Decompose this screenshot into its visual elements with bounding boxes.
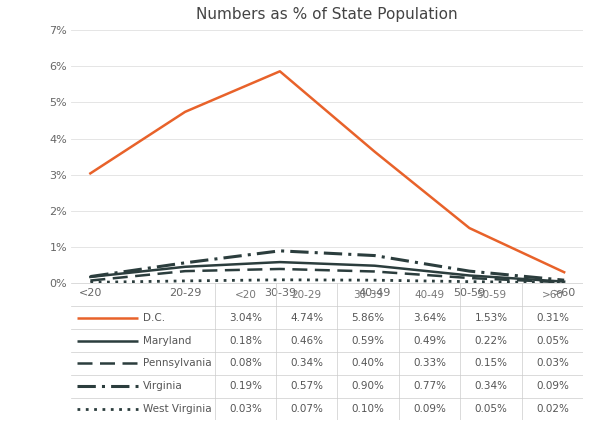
Text: 0.34%: 0.34% (474, 381, 508, 391)
Text: Pennsylvania: Pennsylvania (143, 358, 212, 369)
Text: 5.86%: 5.86% (352, 313, 385, 323)
Text: 50-59: 50-59 (476, 290, 506, 300)
Text: 0.59%: 0.59% (352, 335, 385, 345)
Text: 0.02%: 0.02% (536, 404, 569, 414)
Text: 0.15%: 0.15% (474, 358, 508, 369)
Text: <20: <20 (234, 290, 256, 300)
Text: 0.09%: 0.09% (413, 404, 446, 414)
Text: 0.07%: 0.07% (290, 404, 323, 414)
Text: 0.57%: 0.57% (290, 381, 323, 391)
Text: 30-39: 30-39 (353, 290, 383, 300)
Text: D.C.: D.C. (143, 313, 165, 323)
Text: 20-29: 20-29 (292, 290, 322, 300)
Text: 0.05%: 0.05% (536, 335, 569, 345)
Text: 0.03%: 0.03% (229, 404, 262, 414)
Text: 40-49: 40-49 (415, 290, 444, 300)
Text: 3.04%: 3.04% (229, 313, 262, 323)
Text: 0.49%: 0.49% (413, 335, 446, 345)
Text: Maryland: Maryland (143, 335, 192, 345)
Text: 0.33%: 0.33% (413, 358, 446, 369)
Text: 0.22%: 0.22% (474, 335, 508, 345)
Text: 0.90%: 0.90% (352, 381, 384, 391)
Title: Numbers as % of State Population: Numbers as % of State Population (196, 7, 458, 22)
Text: 0.18%: 0.18% (229, 335, 262, 345)
Text: 0.77%: 0.77% (413, 381, 446, 391)
Text: 0.19%: 0.19% (229, 381, 262, 391)
Text: 0.10%: 0.10% (352, 404, 384, 414)
Text: 4.74%: 4.74% (290, 313, 323, 323)
Text: 0.03%: 0.03% (536, 358, 569, 369)
Text: 0.09%: 0.09% (536, 381, 569, 391)
Text: 3.64%: 3.64% (413, 313, 446, 323)
Text: 0.34%: 0.34% (290, 358, 323, 369)
Text: West Virginia: West Virginia (143, 404, 212, 414)
Text: 0.31%: 0.31% (536, 313, 569, 323)
Text: 0.40%: 0.40% (352, 358, 384, 369)
Text: 1.53%: 1.53% (474, 313, 508, 323)
Text: 0.08%: 0.08% (229, 358, 262, 369)
Text: >60: >60 (541, 290, 563, 300)
Text: Virginia: Virginia (143, 381, 183, 391)
Text: 0.05%: 0.05% (475, 404, 508, 414)
Text: 0.46%: 0.46% (290, 335, 323, 345)
